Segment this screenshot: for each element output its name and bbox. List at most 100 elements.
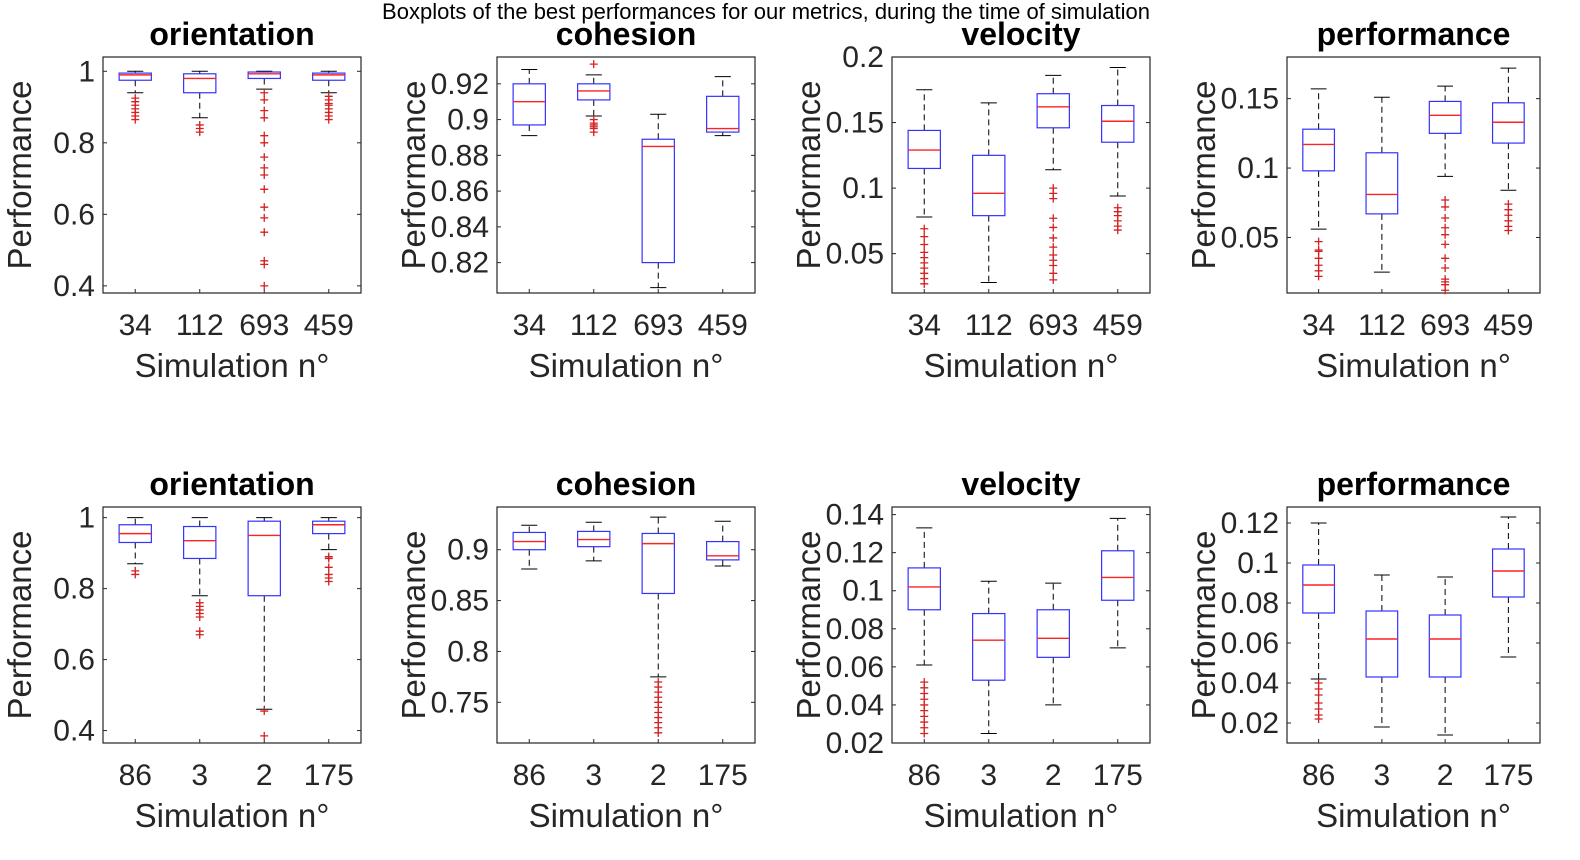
y-tick-label: 0.8 <box>53 127 95 160</box>
boxplot-3 <box>577 521 611 562</box>
x-axis-label: Simulation n° <box>1316 347 1511 384</box>
panel-8: performance Performance Simulation n° 0.02 0… <box>1185 466 1541 834</box>
boxplot-86 <box>907 527 941 738</box>
x-axis-label: Simulation n° <box>924 797 1119 834</box>
iqr-box <box>1302 564 1336 614</box>
outlier-marker <box>1049 261 1058 270</box>
x-tick-label: 3 <box>1374 759 1391 792</box>
panel-title: performance <box>1317 466 1511 502</box>
plot-area <box>891 506 1151 744</box>
panel-4: performance Performance Simulation n° 0.05 0… <box>1185 16 1541 384</box>
x-tick-label: 34 <box>1302 309 1335 342</box>
panel-2: cohesion Performance Simulation n° 0.820.84… <box>395 16 756 384</box>
iqr-box <box>247 71 281 80</box>
x-tick-label: 3 <box>980 759 997 792</box>
boxplot-175 <box>1491 516 1525 658</box>
x-tick-label: 3 <box>191 759 208 792</box>
boxplot-112 <box>183 70 217 137</box>
outlier-marker <box>1441 254 1450 263</box>
outlier-marker <box>131 570 140 579</box>
outlier-marker <box>260 88 269 97</box>
iqr-box <box>1428 614 1462 678</box>
y-tick-label: 0.6 <box>53 198 95 231</box>
outlier-marker <box>131 115 140 124</box>
outlier-marker <box>1049 214 1058 223</box>
outlier-marker <box>920 232 929 241</box>
boxplot-693 <box>247 70 281 290</box>
iqr-box <box>972 154 1006 217</box>
boxplot-175 <box>706 520 740 567</box>
y-tick-label: 0.86 <box>431 175 489 208</box>
outlier-marker <box>195 128 204 137</box>
y-tick-label: 0.8 <box>447 635 489 668</box>
x-tick-label: 2 <box>650 759 667 792</box>
boxplot-693 <box>1428 85 1462 295</box>
plot-area <box>496 56 756 294</box>
y-tick-label: 0.82 <box>431 247 489 280</box>
outlier-marker <box>1441 264 1450 273</box>
outlier-marker <box>1314 715 1323 723</box>
iqr-box <box>706 95 740 133</box>
boxplot-2 <box>1036 582 1070 706</box>
y-tick-label: 0.04 <box>1221 667 1279 700</box>
outlier-marker <box>1441 223 1450 232</box>
outlier-marker <box>260 113 269 122</box>
outlier-marker <box>260 153 269 162</box>
iqr-box <box>183 525 217 560</box>
y-axis-label: Performance <box>1 531 38 720</box>
panel-1: orientation Performance Simulation n° 0.4 0.… <box>1 16 362 384</box>
outlier-marker <box>1441 202 1450 211</box>
x-tick-label: 112 <box>965 309 1013 342</box>
y-tick-label: 0.02 <box>1221 707 1279 740</box>
y-tick-label: 0.92 <box>431 68 489 101</box>
y-axis-label: Performance <box>1185 531 1222 720</box>
y-tick-label: 0.75 <box>431 686 489 719</box>
x-axis-label: Simulation n° <box>135 347 330 384</box>
plot-area <box>102 56 362 294</box>
y-tick-label: 0.88 <box>431 139 489 172</box>
x-tick-label: 34 <box>119 309 152 342</box>
outlier-marker <box>1049 233 1058 242</box>
y-axis-label: Performance <box>1 81 38 270</box>
panel-title: orientation <box>149 16 314 52</box>
iqr-box <box>183 73 217 94</box>
x-axis-label: Simulation n° <box>529 797 724 834</box>
iqr-box <box>118 72 152 81</box>
y-tick-label: 0.04 <box>826 689 884 722</box>
boxplot-2 <box>1428 576 1462 736</box>
outlier-marker <box>195 630 204 639</box>
x-tick-label: 693 <box>1028 309 1078 342</box>
y-tick-label: 0.06 <box>1221 627 1279 660</box>
x-tick-label: 2 <box>1437 759 1454 792</box>
x-tick-label: 693 <box>1420 309 1470 342</box>
outlier-marker <box>920 240 929 249</box>
y-tick-label: 0.84 <box>431 211 489 244</box>
outlier-marker <box>589 128 598 137</box>
y-tick-label: 0.85 <box>431 585 489 618</box>
x-tick-label: 693 <box>239 309 289 342</box>
outlier-marker <box>1314 254 1323 263</box>
outlier-marker <box>260 707 269 716</box>
y-tick-label: 0.15 <box>826 107 884 140</box>
x-tick-label: 86 <box>513 759 546 792</box>
y-tick-label: 0.05 <box>826 238 884 271</box>
x-axis-label: Simulation n° <box>529 347 724 384</box>
iqr-box <box>1101 104 1135 143</box>
plot-area <box>496 506 756 744</box>
boxplot-34 <box>118 70 152 124</box>
outlier-marker <box>654 728 663 737</box>
x-tick-label: 459 <box>304 309 354 342</box>
y-tick-label: 0.05 <box>1221 221 1279 254</box>
y-axis-label: Performance <box>1185 81 1222 270</box>
y-tick-label: 0.6 <box>53 644 95 677</box>
x-tick-label: 175 <box>1093 759 1143 792</box>
outlier-marker <box>1049 243 1058 252</box>
outlier-marker <box>1314 691 1323 699</box>
x-tick-label: 175 <box>698 759 748 792</box>
boxplot-112 <box>577 60 611 137</box>
boxplot-2 <box>247 517 281 740</box>
outlier-marker <box>260 185 269 194</box>
x-tick-label: 693 <box>633 309 683 342</box>
outlier-marker <box>195 613 204 622</box>
outlier-marker <box>1049 275 1058 284</box>
